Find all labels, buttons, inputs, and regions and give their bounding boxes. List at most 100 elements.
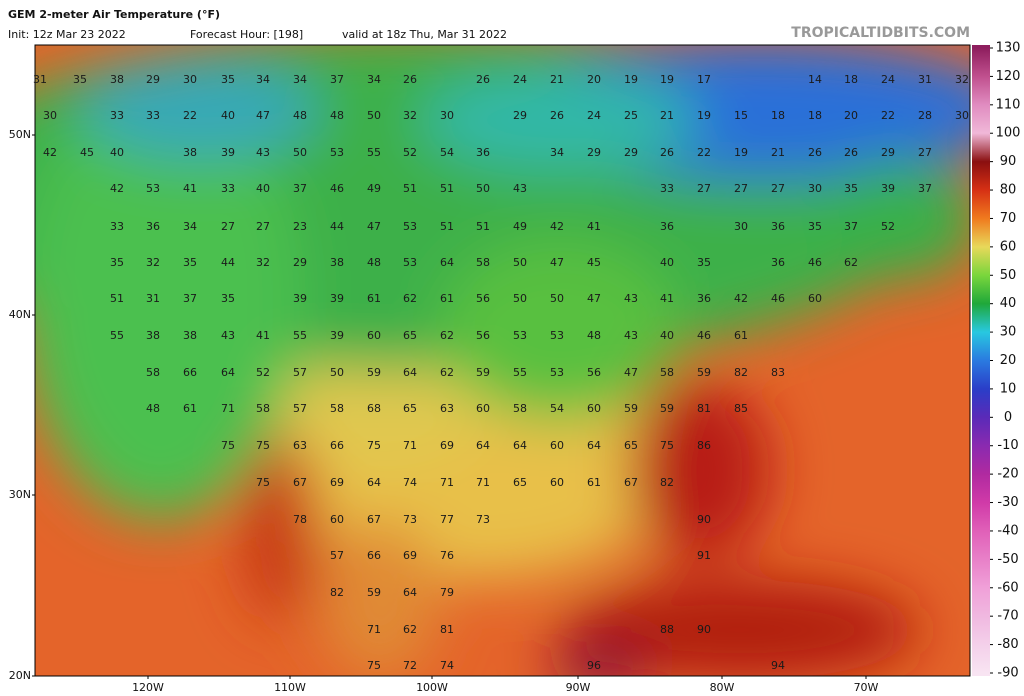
station-temperature: 58 <box>256 402 270 415</box>
station-temperature: 50 <box>293 146 307 159</box>
station-temperature: 57 <box>293 366 307 379</box>
station-temperature: 33 <box>146 109 160 122</box>
longitude-label: 120W <box>132 681 164 694</box>
station-temperature: 62 <box>403 292 417 305</box>
station-temperature: 34 <box>550 146 564 159</box>
station-temperature: 30 <box>955 109 969 122</box>
station-temperature: 34 <box>183 220 197 233</box>
colorbar-tick-label: 20 <box>1000 353 1017 368</box>
station-temperature: 76 <box>440 549 454 562</box>
colorbar-tick-label: -60 <box>997 580 1018 595</box>
station-temperature: 27 <box>771 182 785 195</box>
station-temperature: 58 <box>660 366 674 379</box>
station-temperature: 68 <box>367 402 381 415</box>
station-temperature: 91 <box>697 549 711 562</box>
station-temperature: 37 <box>844 220 858 233</box>
station-temperature: 26 <box>403 73 417 86</box>
station-temperature: 85 <box>734 402 748 415</box>
station-temperature: 75 <box>256 439 270 452</box>
station-temperature: 66 <box>367 549 381 562</box>
station-temperature: 40 <box>110 146 124 159</box>
colorbar-tick-label: 70 <box>1000 211 1017 226</box>
station-temperature: 19 <box>660 73 674 86</box>
station-temperature: 75 <box>367 659 381 672</box>
station-temperature: 19 <box>624 73 638 86</box>
station-temperature: 32 <box>955 73 969 86</box>
station-temperature: 31 <box>146 292 160 305</box>
station-temperature: 35 <box>697 256 711 269</box>
station-temperature: 51 <box>110 292 124 305</box>
station-temperature: 42 <box>43 146 57 159</box>
station-temperature: 15 <box>734 109 748 122</box>
station-temperature: 29 <box>624 146 638 159</box>
station-temperature: 42 <box>734 292 748 305</box>
station-temperature: 90 <box>697 513 711 526</box>
station-temperature: 47 <box>550 256 564 269</box>
station-temperature: 71 <box>367 623 381 636</box>
station-temperature: 22 <box>697 146 711 159</box>
station-temperature: 60 <box>587 402 601 415</box>
station-temperature: 29 <box>587 146 601 159</box>
station-temperature: 19 <box>734 146 748 159</box>
station-temperature: 64 <box>513 439 527 452</box>
station-temperature: 18 <box>808 109 822 122</box>
station-temperature: 81 <box>440 623 454 636</box>
station-temperature: 55 <box>293 329 307 342</box>
station-temperature: 43 <box>513 182 527 195</box>
station-temperature: 53 <box>403 220 417 233</box>
station-temperature: 60 <box>550 476 564 489</box>
station-temperature: 25 <box>624 109 638 122</box>
station-temperature: 37 <box>293 182 307 195</box>
longitude-label: 90W <box>566 681 591 694</box>
station-temperature: 58 <box>513 402 527 415</box>
station-temperature: 67 <box>624 476 638 489</box>
station-temperature: 43 <box>256 146 270 159</box>
station-temperature: 31 <box>918 73 932 86</box>
station-temperature: 39 <box>881 182 895 195</box>
station-temperature: 48 <box>293 109 307 122</box>
valid-time: valid at 18z Thu, Mar 31 2022 <box>342 28 507 41</box>
station-temperature: 56 <box>476 329 490 342</box>
colorbar-tick-label: -20 <box>997 467 1018 482</box>
station-temperature: 50 <box>513 292 527 305</box>
station-temperature: 75 <box>660 439 674 452</box>
station-temperature: 38 <box>330 256 344 269</box>
station-temperature: 73 <box>403 513 417 526</box>
station-temperature: 53 <box>550 366 564 379</box>
colorbar-tick-label: 110 <box>996 97 1021 112</box>
station-temperature: 71 <box>221 402 235 415</box>
station-temperature: 56 <box>476 292 490 305</box>
colorbar <box>972 45 990 676</box>
station-temperature: 30 <box>183 73 197 86</box>
station-temperature: 18 <box>844 73 858 86</box>
station-temperature: 46 <box>808 256 822 269</box>
longitude-label: 100W <box>416 681 448 694</box>
station-temperature: 33 <box>110 109 124 122</box>
station-temperature: 30 <box>43 109 57 122</box>
station-temperature: 33 <box>110 220 124 233</box>
station-temperature: 29 <box>881 146 895 159</box>
station-temperature: 64 <box>367 476 381 489</box>
title: GEM 2-meter Air Temperature (°F) <box>8 8 220 21</box>
station-temperature: 72 <box>403 659 417 672</box>
station-temperature: 61 <box>183 402 197 415</box>
station-temperature: 55 <box>110 329 124 342</box>
station-temperature: 36 <box>771 256 785 269</box>
colorbar-tick-label: 50 <box>1000 268 1017 283</box>
station-temperature: 75 <box>256 476 270 489</box>
station-temperature: 49 <box>367 182 381 195</box>
station-temperature: 61 <box>587 476 601 489</box>
station-temperature: 50 <box>550 292 564 305</box>
init-time: Init: 12z Mar 23 2022 <box>8 28 126 41</box>
station-temperature: 27 <box>256 220 270 233</box>
station-temperature: 90 <box>697 623 711 636</box>
station-temperature: 22 <box>183 109 197 122</box>
station-temperature: 24 <box>587 109 601 122</box>
station-temperature: 61 <box>734 329 748 342</box>
station-temperature: 61 <box>367 292 381 305</box>
station-temperature: 59 <box>697 366 711 379</box>
station-temperature: 56 <box>587 366 601 379</box>
longitude-label: 70W <box>854 681 879 694</box>
station-temperature: 83 <box>771 366 785 379</box>
